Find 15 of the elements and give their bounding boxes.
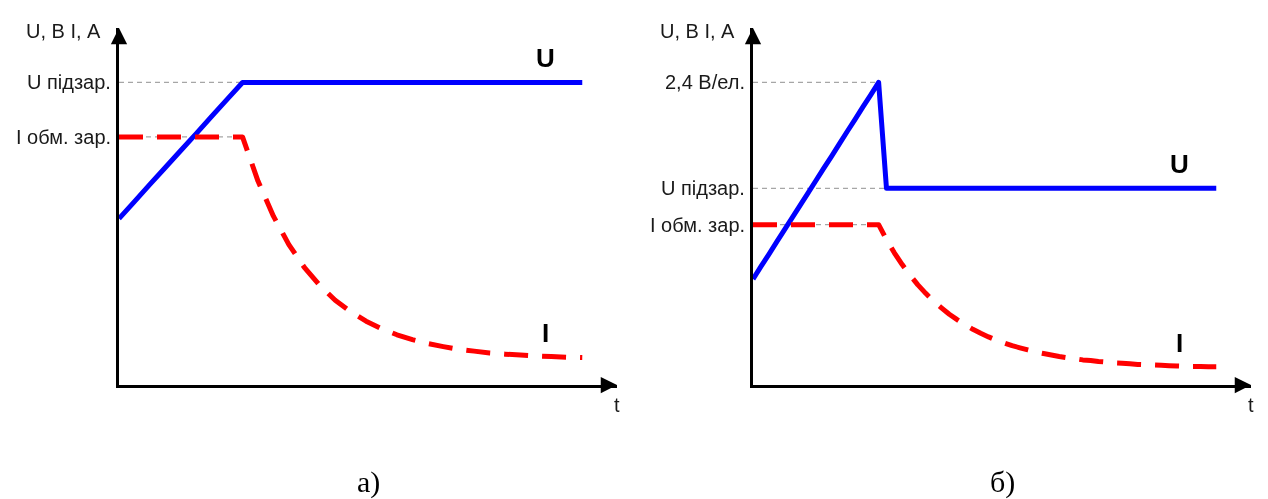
y-axis-title: U, В I, А [26,20,102,42]
series-label: I [1176,328,1184,358]
ref-line-label: U підзар. [661,177,745,199]
ref-line-label: U підзар. [27,71,111,93]
x-axis-title: t [1248,394,1254,416]
series-label: U [1170,149,1189,179]
ref-line-label: I обм. зар. [16,126,112,148]
ref-line-label: I обм. зар. [650,214,746,236]
y-axis-title: U, В I, А [660,20,736,42]
series-label: I [542,318,550,348]
ref-line-label: 2,4 В/ел. [665,71,745,93]
series-label: U [536,43,555,73]
text: б) [990,465,1016,499]
text: а) [357,465,381,499]
x-axis-title: t [614,394,620,416]
